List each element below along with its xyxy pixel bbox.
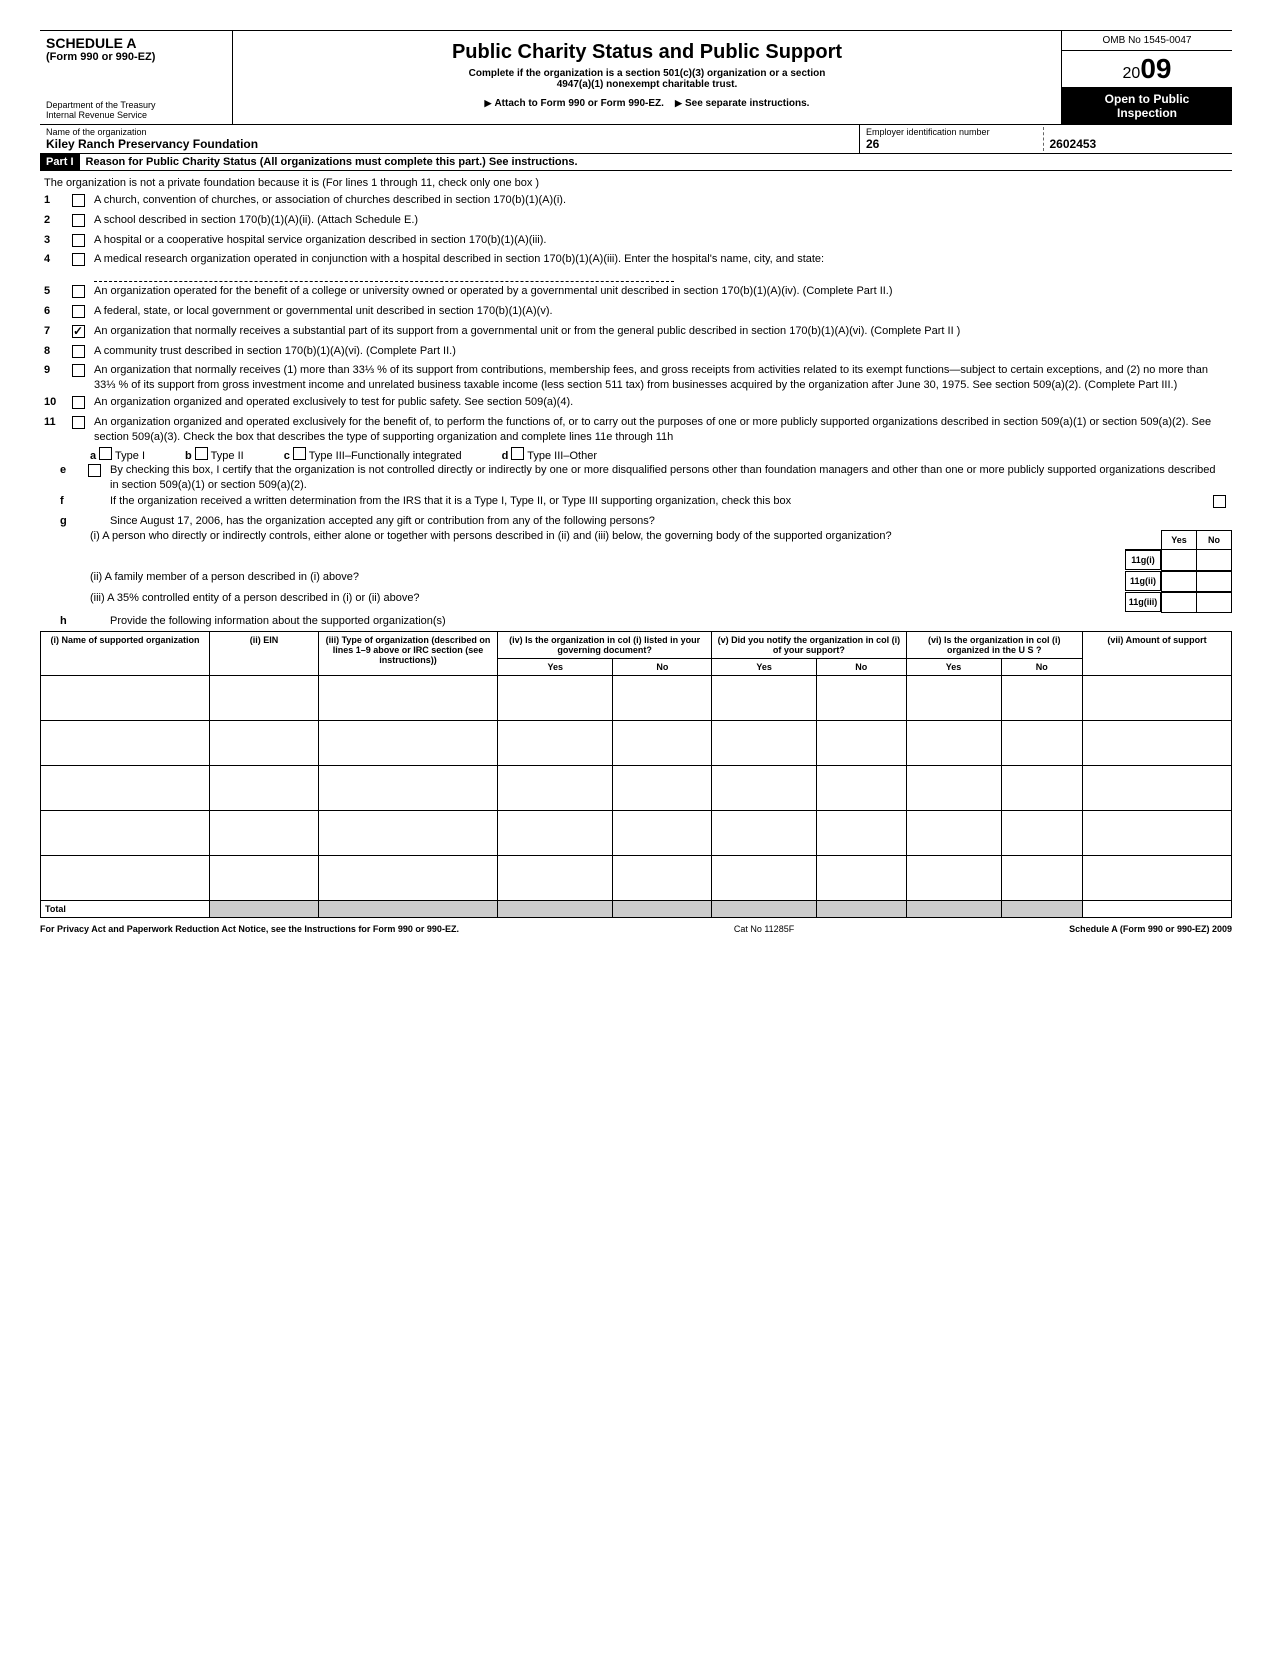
form-subtitle-1: Complete if the organization is a sectio… [239,68,1055,79]
checkbox-9[interactable] [72,364,85,377]
checkbox-4[interactable] [72,253,85,266]
line-6: 6 A federal, state, or local government … [40,303,1232,323]
table-row [41,856,1232,901]
part1-body: The organization is not a private founda… [40,171,1232,938]
hospital-blank[interactable] [94,269,674,282]
supported-org-table: (i) Name of supported organization (ii) … [40,631,1232,918]
open-inspection: Open to Public Inspection [1062,88,1232,124]
line-11f: f If the organization received a written… [40,493,1232,513]
header-right: OMB No 1545-0047 2009 Open to Public Ins… [1061,31,1232,124]
footer: For Privacy Act and Paperwork Reduction … [40,924,1232,934]
checkbox-1[interactable] [72,194,85,207]
ein-prefix: 26 [866,137,1043,151]
line-4: 4 A medical research organization operat… [40,251,1232,283]
dept-irs: Internal Revenue Service [46,110,226,120]
part1-title: Reason for Public Charity Status (All or… [80,154,1232,170]
cell-11giii-yes[interactable] [1162,592,1197,612]
line-11: 11 An organization organized and operate… [40,414,1232,446]
ein-suffix: 2602453 [1050,137,1227,151]
checkbox-7[interactable] [72,325,85,338]
line-11-options: a Type I b Type II c Type III–Functional… [40,446,1232,462]
line-10: 10 An organization organized and operate… [40,394,1232,414]
line-11g-ii: (ii) A family member of a person describ… [90,571,1122,583]
ein-cell: Employer identification number 26 260245… [860,125,1232,153]
yesno-header: YesNo 11g(i) [1125,530,1232,571]
line-5: 5 An organization operated for the benef… [40,283,1232,303]
table-row [41,811,1232,856]
line-11g-iii: (iii) A 35% controlled entity of a perso… [90,592,1122,604]
checkbox-5[interactable] [72,285,85,298]
form-header: SCHEDULE A (Form 990 or 990-EZ) Departme… [40,30,1232,125]
schedule-label: SCHEDULE A [46,35,226,51]
checkbox-8[interactable] [72,345,85,358]
header-center: Public Charity Status and Public Support… [233,31,1061,124]
checkbox-11c[interactable] [293,447,306,460]
omb-number: OMB No 1545-0047 [1062,31,1232,51]
part1-label: Part I [40,154,80,170]
footer-center: Cat No 11285F [734,924,794,934]
checkbox-11f[interactable] [1213,495,1226,508]
line-11e: e By checking this box, I certify that t… [40,462,1232,494]
checkbox-11[interactable] [72,416,85,429]
form-subtitle-2: 4947(a)(1) nonexempt charitable trust. [239,79,1055,90]
cell-11giii-no[interactable] [1197,592,1232,612]
org-name-label: Name of the organization [46,127,853,137]
dept-treasury: Department of the Treasury [46,100,226,110]
form-year: 2009 [1062,51,1232,88]
line-7: 7 An organization that normally receives… [40,323,1232,343]
table-row [41,721,1232,766]
cell-11gii-no[interactable] [1197,571,1232,591]
part1-bar: Part I Reason for Public Charity Status … [40,154,1232,171]
cell-11gii-yes[interactable] [1162,571,1197,591]
checkbox-11e[interactable] [88,464,101,477]
cell-11gi-no[interactable] [1197,550,1232,571]
org-name-cell: Name of the organization Kiley Ranch Pre… [40,125,860,153]
line-8: 8 A community trust described in section… [40,343,1232,363]
checkbox-6[interactable] [72,305,85,318]
org-row: Name of the organization Kiley Ranch Pre… [40,125,1232,154]
cell-11gi-yes[interactable] [1162,550,1197,571]
table-total-row: Total [41,901,1232,918]
checkbox-11b[interactable] [195,447,208,460]
line-1: 1 A church, convention of churches, or a… [40,192,1232,212]
checkbox-10[interactable] [72,396,85,409]
org-name: Kiley Ranch Preservancy Foundation [46,137,853,151]
footer-right: Schedule A (Form 990 or 990-EZ) 2009 [1069,924,1232,934]
checkbox-2[interactable] [72,214,85,227]
line-11h: h Provide the following information abou… [40,613,1232,630]
table-row [41,766,1232,811]
line-11g-i: (i) A person who directly or indirectly … [90,530,1122,542]
checkbox-11d[interactable] [511,447,524,460]
form-ref: (Form 990 or 990-EZ) [46,51,226,63]
ein-label: Employer identification number [866,127,1043,137]
attach-line: Attach to Form 990 or Form 990-EZ. See s… [239,98,1055,109]
line-9: 9 An organization that normally receives… [40,362,1232,394]
table-row [41,676,1232,721]
arrow-icon [485,98,495,109]
line-3: 3 A hospital or a cooperative hospital s… [40,232,1232,252]
intro-text: The organization is not a private founda… [40,176,1232,191]
line-2: 2 A school described in section 170(b)(1… [40,212,1232,232]
checkbox-3[interactable] [72,234,85,247]
footer-left: For Privacy Act and Paperwork Reduction … [40,924,459,934]
arrow-icon [675,98,685,109]
form-title: Public Charity Status and Public Support [239,41,1055,64]
header-left: SCHEDULE A (Form 990 or 990-EZ) Departme… [40,31,233,124]
checkbox-11a[interactable] [99,447,112,460]
line-11g: g Since August 17, 2006, has the organiz… [40,513,1232,530]
